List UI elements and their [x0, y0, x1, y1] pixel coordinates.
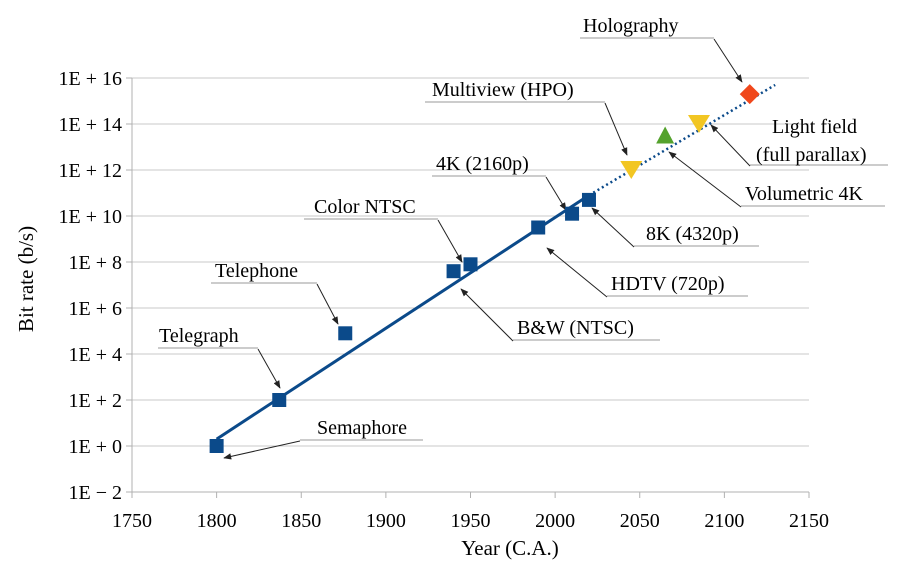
y-tick-label: 1E + 0: [69, 436, 123, 458]
annotation-b-w-ntsc-arrow: [460, 288, 514, 342]
axes: [126, 77, 810, 498]
y-tick-label: 1E + 14: [59, 114, 123, 136]
y-tick-label: 1E + 6: [69, 298, 123, 320]
y-tick-label: 1E + 12: [59, 160, 123, 182]
x-tick-label: 1850: [281, 510, 321, 532]
annotation-multiview-hpo-arrow: [604, 102, 628, 156]
x-axis-title: Year (C.A.): [461, 536, 559, 560]
trend-line-dotted: [588, 83, 776, 197]
data-point-color-ntsc: [463, 257, 478, 272]
data-point-telegraph: [272, 393, 287, 407]
annotation-leaders: [158, 37, 888, 460]
y-tick-label: 1E + 4: [69, 344, 123, 366]
data-point-b-w-ntsc: [446, 264, 461, 279]
data-point-multiview-hpo: [620, 161, 643, 179]
y-tick-label: 1E + 10: [59, 206, 123, 228]
annotation-light-field-line2: (full parallax): [756, 144, 867, 166]
annotation-semaphore: Semaphore: [317, 417, 407, 439]
annotations: Semaphore Telegraph Telephone B&W (NTSC) Col…: [159, 15, 867, 439]
x-tick-label: 1800: [197, 510, 237, 532]
data-point-8k-4320p: [581, 192, 596, 207]
annotation-4k-2160p: 4K (2160p): [436, 153, 529, 175]
x-tick-label: 2000: [535, 510, 575, 532]
annotation-hdtv-720p: HDTV (720p): [611, 273, 725, 295]
x-tick-label: 1950: [451, 510, 491, 532]
annotation-light-field-arrow: [710, 124, 751, 167]
annotation-8k-4320p-arrow: [591, 207, 635, 248]
data-point-light-field: [687, 115, 710, 133]
annotation-hdtv-720p-arrow: [546, 247, 608, 298]
y-tick-label: 1E + 16: [59, 68, 123, 90]
y-tick-label: 1E + 2: [69, 390, 123, 412]
y-tick-label: 1E + 8: [69, 252, 123, 274]
annotation-semaphore-arrow: [223, 440, 301, 460]
annotation-holography: Holography: [583, 15, 679, 37]
annotation-8k-4320p: 8K (4320p): [646, 223, 739, 245]
tick-labels: 1E − 2 1E + 0 1E + 2 1E + 4 1E + 6 1E + 8 1E +…: [59, 68, 830, 532]
data-point-hdtv-720p: [531, 220, 546, 235]
y-tick-label: 1E − 2: [69, 482, 123, 504]
data-point-semaphore: [209, 439, 224, 453]
annotation-telegraph-arrow: [257, 348, 281, 389]
annotation-telephone: Telephone: [215, 260, 298, 282]
annotation-light-field: Light field: [772, 116, 857, 138]
data-point-telephone: [338, 326, 353, 341]
annotation-b-w-ntsc: B&W (NTSC): [517, 317, 634, 339]
data-points: [209, 84, 760, 453]
annotation-color-ntsc-arrow: [437, 219, 463, 263]
annotation-telegraph: Telegraph: [159, 325, 239, 347]
x-tick-label: 2150: [789, 510, 829, 532]
y-axis-title: Bit rate (b/s): [14, 226, 38, 332]
data-point-holography: [739, 84, 760, 105]
annotation-holography-arrow: [713, 38, 743, 83]
annotation-volumetric-4k-arrow: [668, 151, 742, 208]
data-point-volumetric-4k: [656, 126, 675, 144]
annotation-volumetric-4k: Volumetric 4K: [745, 183, 864, 205]
data-point-4k-2160p: [565, 206, 580, 221]
x-tick-label: 2100: [704, 510, 744, 532]
annotation-4k-2160p-arrow: [545, 176, 567, 211]
x-tick-label: 2050: [620, 510, 660, 532]
annotation-color-ntsc: Color NTSC: [314, 196, 416, 218]
x-tick-label: 1750: [112, 510, 152, 532]
x-tick-label: 1900: [366, 510, 406, 532]
annotation-multiview-hpo: Multiview (HPO): [432, 79, 574, 101]
annotation-telephone-arrow: [316, 283, 339, 325]
